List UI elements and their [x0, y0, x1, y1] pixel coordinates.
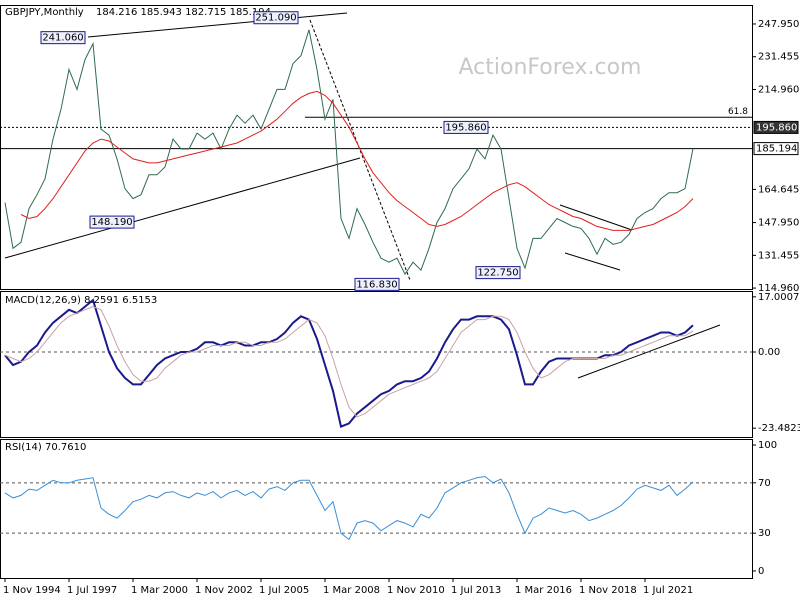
x-tick-label: 1 Mar 2000 [131, 585, 188, 596]
annotation-box [253, 11, 299, 25]
macd-title: MACD(12,26,9) 8.2591 6.5153 [5, 295, 157, 306]
y-tick-label: 17.0007 [758, 292, 799, 303]
annotation-box [354, 277, 400, 291]
ohlc-readout: 184.216 185.943 182.715 185.194 [96, 7, 271, 18]
series-line [20, 90, 694, 231]
x-tick-label: 1 Jul 2005 [259, 585, 309, 596]
x-tick-label: 1 Jul 2013 [451, 585, 501, 596]
annotation-box [40, 31, 86, 45]
trend-line [309, 19, 411, 281]
rsi-panel [0, 439, 753, 579]
series-line [4, 475, 694, 541]
y-tick-label: 147.950 [758, 218, 799, 229]
annotation-label: 116.830 [356, 279, 397, 290]
y-tick-label: 164.645 [758, 184, 799, 195]
annotation-label: 195.860 [445, 122, 486, 133]
x-tick-label: 1 Nov 2018 [579, 585, 637, 596]
x-tick-label: 1 Nov 2002 [195, 585, 253, 596]
x-tick-label: 1 Jul 2021 [643, 585, 693, 596]
trend-line [4, 157, 361, 259]
level-label: 195.860 [756, 122, 797, 133]
trend-line [87, 12, 348, 38]
x-tick-label: 1 Nov 1994 [3, 585, 61, 596]
level-label: 61.8 [728, 107, 748, 117]
annotation-box [443, 120, 489, 134]
trend-line [564, 252, 621, 271]
annotation-label: 251.090 [255, 13, 296, 24]
x-tick-label: 1 Mar 2016 [515, 585, 572, 596]
annotation-label: 122.750 [477, 268, 518, 279]
y-tick-label: -23.4823 [758, 423, 800, 434]
watermark: ActionForex.com [459, 55, 642, 80]
chart-title: GBPJPY,Monthly [5, 7, 84, 18]
x-tick-label: 1 Nov 2010 [387, 585, 445, 596]
series-line [4, 306, 694, 418]
y-tick-label: 214.960 [758, 84, 799, 95]
level-label-box [753, 120, 799, 134]
annotation-label: 241.060 [42, 33, 83, 44]
x-tick-label: 1 Mar 2008 [323, 585, 380, 596]
rsi-title: RSI(14) 70.7610 [5, 442, 86, 453]
annotation-box [89, 215, 135, 229]
y-tick-label: 0 [758, 566, 764, 577]
annotation-label: 148.190 [91, 217, 132, 228]
y-tick-label: 114.960 [758, 283, 799, 294]
x-tick-label: 1 Jul 1997 [67, 585, 117, 596]
y-tick-label: 70 [758, 478, 771, 489]
level-label-box [753, 142, 799, 156]
trend-line [559, 204, 633, 231]
y-tick-label: 100 [758, 440, 777, 451]
level-label: 185.194 [756, 144, 797, 155]
y-tick-label: 0.00 [758, 347, 780, 358]
y-tick-label: 231.455 [758, 52, 799, 63]
annotation-box [475, 266, 521, 280]
macd-panel [0, 291, 753, 438]
series-line [4, 29, 694, 276]
y-tick-label: 30 [758, 528, 771, 539]
trend-lines [4, 12, 721, 379]
y-tick-label: 247.950 [758, 19, 799, 30]
y-tick-label: 131.455 [758, 250, 799, 261]
